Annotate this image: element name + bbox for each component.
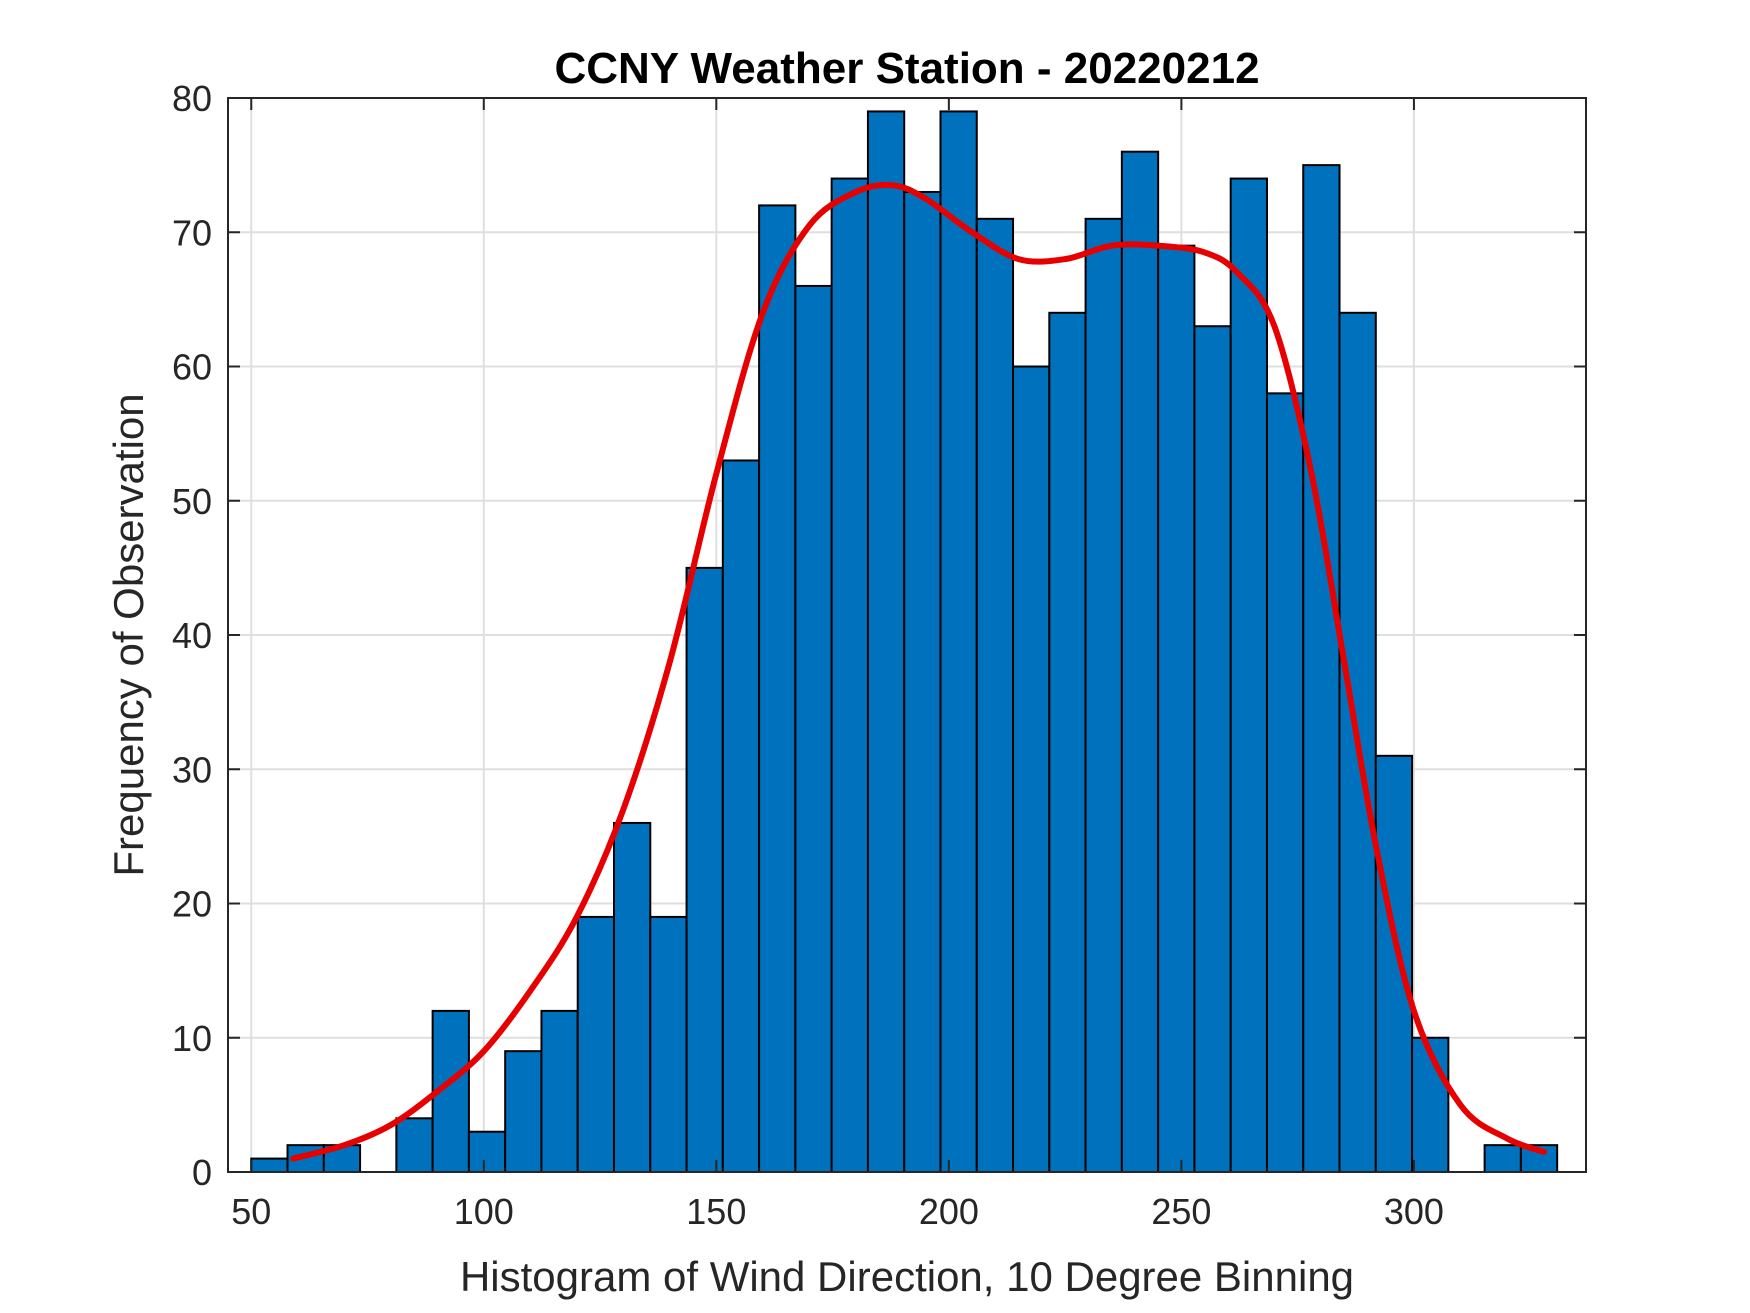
- histogram-bar-19: [939, 110, 978, 1173]
- histogram-bar-18: [903, 190, 942, 1174]
- histogram-bars: [250, 110, 1559, 1174]
- y-tick-label-40: 40: [172, 615, 212, 656]
- x-tick-labels: 50 100 150 200 250 300: [231, 1191, 1444, 1232]
- y-tick-label-50: 50: [172, 481, 212, 522]
- x-tick-label-200: 200: [919, 1191, 979, 1232]
- histogram-bar-16: [830, 177, 869, 1174]
- x-tick-label-50: 50: [231, 1191, 271, 1232]
- histogram-bar-23: [1084, 217, 1123, 1173]
- histogram-bar-8: [540, 1009, 579, 1174]
- histogram-bar-27: [1229, 177, 1268, 1174]
- x-tick-label-250: 250: [1151, 1191, 1211, 1232]
- histogram-bar-28: [1265, 392, 1305, 1174]
- histogram-bar-12: [685, 566, 724, 1173]
- density-fit-curve: [290, 181, 1548, 1162]
- y-tick-label-0: 0: [192, 1152, 212, 1193]
- density-curve-group: [290, 181, 1548, 1162]
- x-axis-label: Histogram of Wind Direction, 10 Degree B…: [460, 1253, 1354, 1300]
- histogram-bar-26: [1193, 325, 1232, 1174]
- histogram-bar-0: [250, 1157, 289, 1173]
- histogram-bar-9: [576, 915, 616, 1173]
- histogram-bar-14: [758, 204, 797, 1173]
- histogram-bar-13: [721, 459, 761, 1174]
- histogram-bar-29: [1302, 164, 1341, 1173]
- y-tick-label-10: 10: [172, 1018, 212, 1059]
- y-tick-label-70: 70: [172, 212, 212, 253]
- x-tick-label-100: 100: [454, 1191, 514, 1232]
- y-tick-label-20: 20: [172, 884, 212, 925]
- histogram-bar-6: [467, 1130, 507, 1173]
- y-tick-labels: 0 10 20 30 40 50 60 70 80: [172, 78, 212, 1193]
- y-axis-label: Frequency of Observation: [105, 393, 152, 876]
- histogram-bar-17: [866, 110, 906, 1173]
- chart-title: CCNY Weather Station - 20220212: [554, 44, 1259, 93]
- histogram-bar-31: [1374, 754, 1414, 1173]
- histogram-bar-34: [1483, 1144, 1522, 1174]
- tick-marks: [228, 97, 1586, 1173]
- y-tick-label-30: 30: [172, 749, 212, 790]
- histogram-bar-10: [613, 821, 652, 1173]
- histogram-bar-25: [1157, 244, 1196, 1174]
- histogram-bar-11: [649, 915, 688, 1173]
- histogram-bar-21: [1012, 365, 1051, 1173]
- histogram-bar-22: [1048, 311, 1087, 1173]
- histogram-bar-20: [975, 217, 1015, 1173]
- histogram-bar-24: [1120, 150, 1160, 1173]
- y-tick-label-80: 80: [172, 78, 212, 119]
- x-tick-label-150: 150: [686, 1191, 746, 1232]
- x-tick-label-300: 300: [1384, 1191, 1444, 1232]
- y-tick-label-60: 60: [172, 347, 212, 388]
- histogram-bar-7: [504, 1050, 543, 1174]
- histogram-bar-4: [395, 1117, 434, 1174]
- histogram-bar-15: [794, 284, 833, 1173]
